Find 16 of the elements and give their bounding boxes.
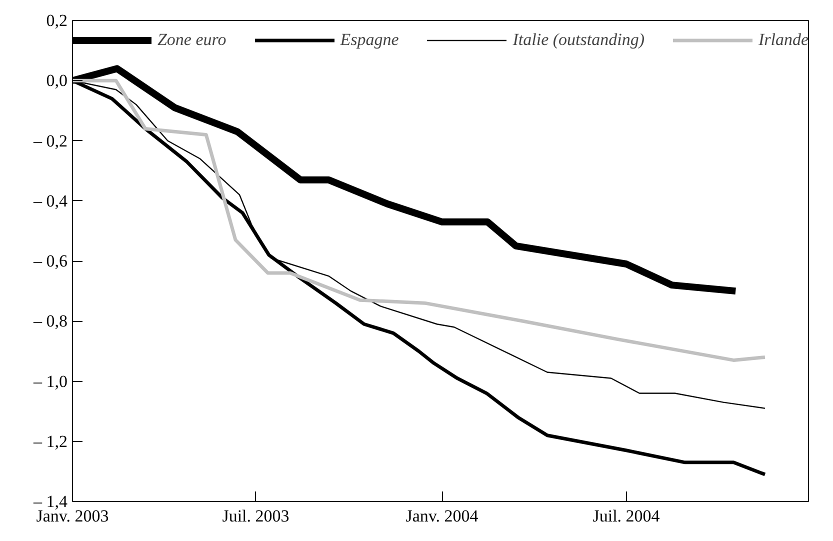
y-tick-label: – 0,6 [32,252,68,270]
y-tick-label: – 0,4 [32,191,68,210]
y-tick-label: – 1,0 [32,372,68,391]
y-tick-label: – 1,2 [32,432,68,451]
legend-label: Zone euro [157,30,226,50]
y-tick-label: – 1,4 [32,492,68,511]
x-tick-label: Juil. 2004 [592,506,660,526]
x-tick-label: Juil. 2003 [222,506,290,526]
legend-label: Irlande [758,30,809,50]
y-tick-label: – 0,2 [32,131,68,150]
legend-label: Espagne [340,30,399,50]
y-tick-label: 0,2 [46,11,68,30]
y-tick-label: – 0,8 [32,312,68,331]
x-tick-label: Janv. 2004 [406,506,479,526]
legend-label: Italie (outstanding) [512,30,645,50]
y-tick-label: 0,0 [46,71,68,90]
